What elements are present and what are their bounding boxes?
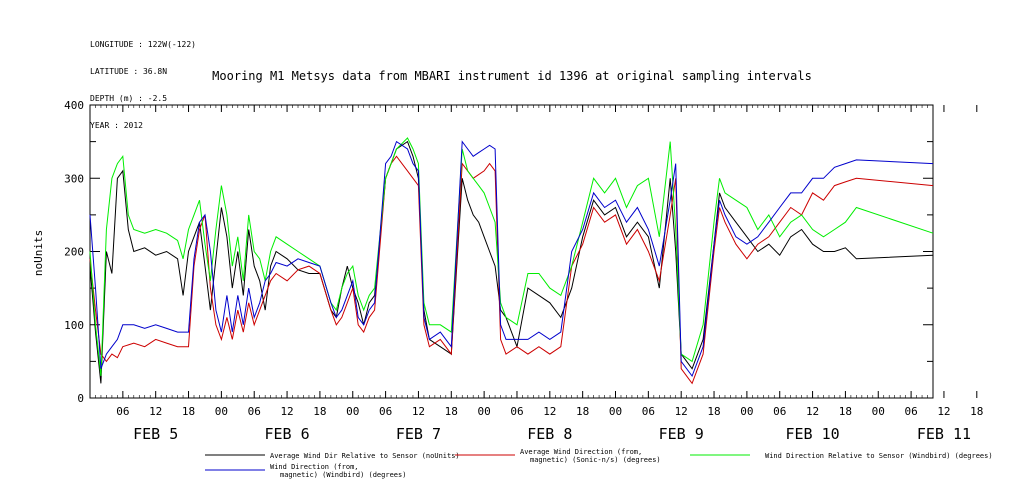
x-tick-label: 00 <box>609 405 622 418</box>
x-tick-label: 00 <box>215 405 228 418</box>
axes: 06 12 18 00 06 12 18 00 06 12 18 00 06 12 18 00 06 12 18 00… <box>64 99 983 443</box>
year-label: YEAR : 2012 <box>90 121 143 130</box>
x-tick-label: 18 <box>445 405 458 418</box>
x-tick-label: 12 <box>937 405 950 418</box>
day-label: FEB 8 <box>527 425 572 443</box>
latitude-label: LATITUDE : 36.8N <box>90 67 168 76</box>
legend-label-2: magnetic) (Sonic-n/s) (degrees) <box>530 456 661 464</box>
legend-label-4: magnetic) (Windbird) (degrees) <box>280 471 406 479</box>
x-tick-label: 06 <box>510 405 523 418</box>
y-axis-label: noUnits <box>32 230 45 276</box>
x-tick-label: 06 <box>904 405 917 418</box>
series-lines <box>89 137 934 385</box>
series-line-4 <box>89 140 934 378</box>
series-line-1 <box>89 140 934 384</box>
series-line-3 <box>89 137 934 377</box>
x-tick-label: 12 <box>806 405 819 418</box>
legend: Average Wind Dir Relative to Sensor (noU… <box>205 448 993 479</box>
legend-label-1: Average Wind Dir Relative to Sensor (noU… <box>270 452 460 460</box>
x-tick-label: 00 <box>740 405 753 418</box>
x-tick-label: 18 <box>576 405 589 418</box>
day-label: FEB 5 <box>133 425 178 443</box>
day-label: FEB 7 <box>396 425 441 443</box>
x-tick-label: 18 <box>182 405 195 418</box>
y-tick-label: 0 <box>77 392 84 405</box>
x-tick-label: 00 <box>872 405 885 418</box>
y-tick-label: 100 <box>64 319 84 332</box>
x-tick-label: 12 <box>543 405 556 418</box>
x-tick-label: 06 <box>642 405 655 418</box>
day-label: FEB 11 <box>917 425 971 443</box>
day-label: FEB 6 <box>264 425 309 443</box>
legend-label-3: Wind Direction Relative to Sensor (Windb… <box>765 452 993 460</box>
day-label: FEB 9 <box>659 425 704 443</box>
legend-label-2: Average Wind Direction (from, <box>520 448 642 456</box>
x-tick-label: 18 <box>707 405 720 418</box>
depth-label: DEPTH (m) : -2.5 <box>90 94 168 103</box>
x-tick-label: 18 <box>970 405 983 418</box>
metadata-block: LONGITUDE : 122W(-122) LATITUDE : 36.8N … <box>90 22 196 139</box>
series-line-2 <box>89 155 934 385</box>
x-tick-label: 12 <box>280 405 293 418</box>
x-tick-label: 18 <box>839 405 852 418</box>
y-tick-label: 200 <box>64 246 84 259</box>
legend-label-4: Wind Direction (from, <box>270 463 359 471</box>
y-tick-label: 300 <box>64 172 84 185</box>
chart-title: Mooring M1 Metsys data from MBARI instru… <box>212 69 812 83</box>
longitude-label: LONGITUDE : 122W(-122) <box>90 40 196 49</box>
x-tick-label: 12 <box>412 405 425 418</box>
x-tick-label: 12 <box>675 405 688 418</box>
x-tick-label: 06 <box>379 405 392 418</box>
x-tick-label: 06 <box>116 405 129 418</box>
x-tick-label: 06 <box>248 405 261 418</box>
day-label: FEB 10 <box>785 425 839 443</box>
x-tick-label: 06 <box>773 405 786 418</box>
x-tick-label: 00 <box>346 405 359 418</box>
x-tick-label: 18 <box>313 405 326 418</box>
x-tick-label: 12 <box>149 405 162 418</box>
x-tick-label: 00 <box>478 405 491 418</box>
y-tick-label: 400 <box>64 99 84 112</box>
